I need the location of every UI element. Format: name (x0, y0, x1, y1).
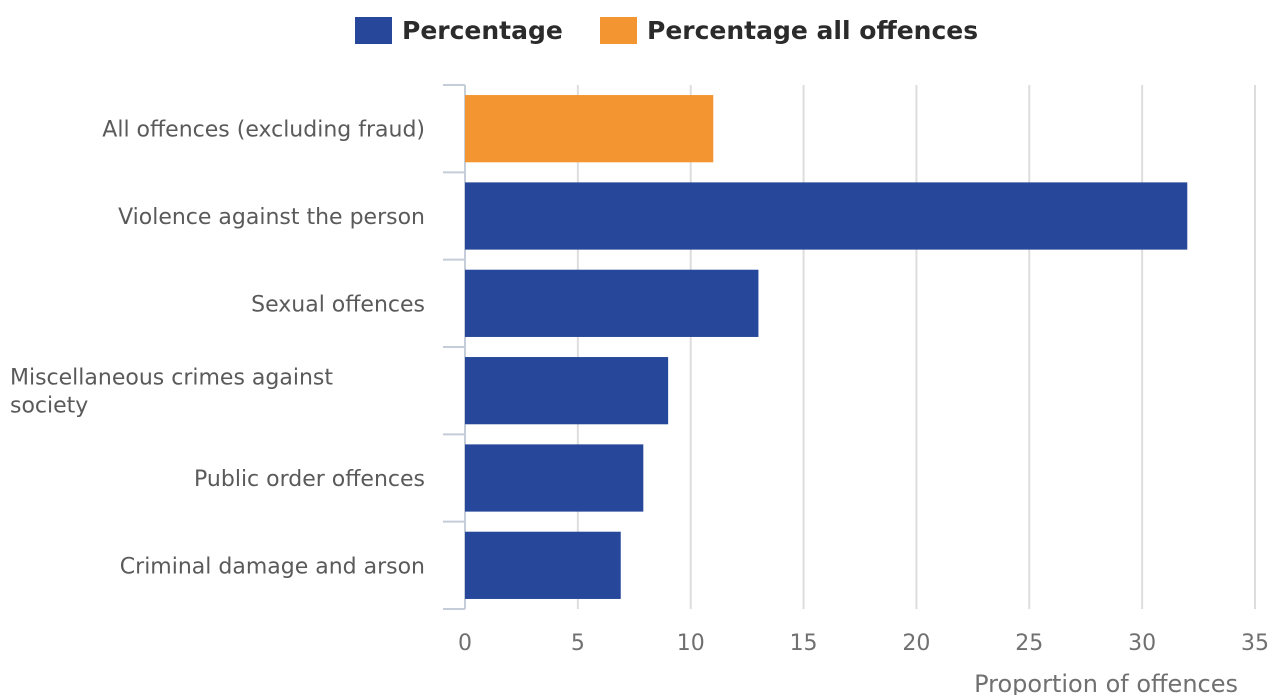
x-tick-label-5: 25 (1015, 631, 1043, 656)
x-axis-title: Proportion of offences (974, 670, 1238, 695)
x-tick-label-2: 10 (677, 631, 705, 656)
legend-label-1: Percentage all offences (647, 16, 978, 45)
bar-3 (465, 357, 669, 425)
bar-1 (465, 182, 1188, 250)
legend-label-0: Percentage (402, 16, 563, 45)
x-tick-label-1: 5 (571, 631, 585, 656)
bar-4 (465, 444, 644, 512)
x-tick-label-6: 30 (1128, 631, 1156, 656)
category-label-3-line-1: society (10, 394, 88, 419)
x-tick-label-3: 15 (790, 631, 818, 656)
category-labels: All offences (excluding fraud) Violence a… (10, 118, 425, 580)
x-tick-label-7: 35 (1241, 631, 1269, 656)
gridlines (576, 85, 1256, 609)
category-label-2: Sexual offences (251, 292, 425, 317)
bar-0 (465, 95, 714, 163)
legend-swatch-0 (355, 17, 392, 44)
chart-legend: Percentage Percentage all offences (355, 16, 978, 45)
category-label-4: Public order offences (194, 467, 425, 492)
category-label-0: All offences (excluding fraud) (102, 118, 425, 143)
category-label-5: Criminal damage and arson (120, 554, 425, 579)
bar-2 (465, 269, 759, 337)
category-axis (443, 84, 466, 610)
x-tick-label-4: 20 (902, 631, 930, 656)
legend-swatch-1 (600, 17, 637, 44)
bar-5 (465, 531, 621, 599)
x-tick-label-0: 0 (458, 631, 472, 656)
category-label-3: Miscellaneous crimes against society (10, 366, 333, 419)
x-tick-labels: 0 5 10 15 20 25 30 35 (458, 631, 1269, 656)
category-label-1: Violence against the person (118, 205, 425, 230)
category-label-3-line-0: Miscellaneous crimes against (10, 366, 333, 391)
bars (465, 95, 1188, 599)
